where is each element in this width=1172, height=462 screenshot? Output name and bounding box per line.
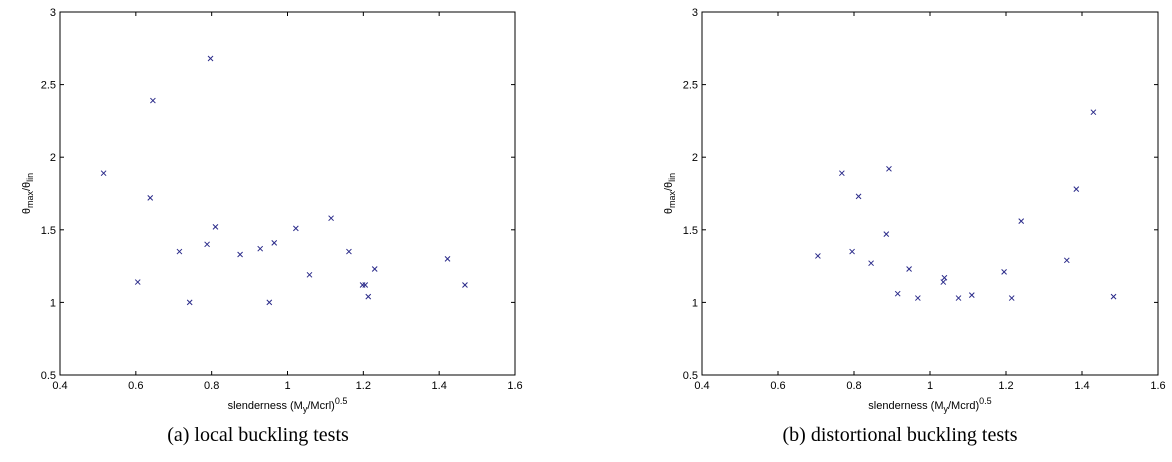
data-point	[186, 299, 193, 306]
data-point	[1090, 109, 1097, 116]
x-tick-label: 0.4	[52, 380, 67, 392]
data-point	[883, 231, 890, 238]
data-point	[362, 282, 369, 288]
x-tick-label: 1.6	[1150, 380, 1165, 392]
x-tick-label: 1.6	[507, 380, 522, 392]
y-tick-label: 2	[50, 152, 56, 164]
data-point	[815, 253, 821, 259]
data-point	[1073, 186, 1080, 192]
x-tick-label: 1.4	[432, 380, 447, 392]
data-point	[176, 248, 183, 255]
data-point	[371, 266, 378, 272]
data-point	[365, 293, 372, 300]
y-tick-label: 1.5	[683, 225, 698, 237]
x-tick-label: 0.6	[128, 380, 143, 392]
chart-distortional-buckling: 0.4 0.6 0.8 1 1.2 1.4 1.6 0.5 1 1.5 2 2.5 3 slenderne…	[663, 7, 1166, 446]
chart-caption: (a) local buckling tests	[167, 424, 349, 446]
data-point	[1008, 295, 1015, 301]
data-point	[1110, 293, 1117, 300]
data-point	[1001, 269, 1007, 275]
y-tick-label: 1.5	[41, 225, 56, 237]
y-tick-label: 2.5	[41, 80, 56, 92]
data-point	[955, 295, 962, 301]
y-tick-label: 2	[692, 152, 698, 164]
data-point	[444, 255, 451, 262]
data-point	[147, 195, 154, 201]
data-point	[914, 295, 921, 301]
data-point	[359, 282, 366, 288]
data-point	[968, 292, 975, 298]
data-point	[462, 282, 468, 288]
data-point	[886, 165, 892, 172]
y-tick-label: 0.5	[683, 370, 698, 382]
data-point	[237, 251, 243, 258]
x-tick-label: 1.4	[1074, 380, 1089, 392]
data-point	[134, 279, 141, 285]
x-tick-label: 1	[927, 380, 933, 392]
x-axis-label: slenderness (My/Mcrl)0.5	[228, 396, 348, 414]
x-axis-label: slenderness (My/Mcrd)0.5	[868, 396, 991, 414]
data-point	[849, 248, 855, 255]
data-point	[328, 215, 334, 222]
y-tick-label: 3	[50, 7, 56, 19]
data-point	[292, 225, 299, 232]
x-tick-label: 0.4	[694, 380, 709, 392]
data-point	[941, 274, 948, 281]
data-point	[894, 290, 901, 297]
chart-caption: (b) distortional buckling tests	[783, 424, 1018, 446]
x-tick-label: 0.8	[204, 380, 219, 392]
data-point	[204, 241, 210, 248]
plot-frame	[701, 11, 1159, 376]
y-tick-label: 3	[692, 7, 698, 19]
data-point	[257, 245, 264, 252]
data-point	[207, 55, 214, 62]
y-tick-label: 0.5	[41, 370, 56, 382]
data-point	[212, 224, 219, 230]
chart-local-buckling: 0.4 0.6 0.8 1 1.2 1.4 1.6 0.5 1 1.5 2 2.5 3 slenderne…	[21, 7, 523, 446]
data-point	[838, 170, 845, 177]
data-point	[906, 266, 912, 272]
data-point	[266, 299, 273, 306]
data-point	[855, 193, 862, 200]
x-tick-label: 0.8	[846, 380, 861, 392]
x-tick-label: 1.2	[998, 380, 1013, 392]
data-point	[346, 248, 352, 255]
x-tick-label: 1	[284, 380, 290, 392]
data-point	[271, 240, 278, 246]
data-point	[1018, 218, 1025, 224]
plot-frame	[59, 11, 516, 376]
x-tick-label: 0.6	[770, 380, 785, 392]
data-point	[100, 170, 107, 177]
y-axis-label: θmax/θlin	[21, 173, 35, 214]
data-point	[940, 279, 947, 285]
y-tick-label: 1	[50, 297, 56, 309]
y-axis-label: θmax/θlin	[663, 173, 677, 214]
y-tick-label: 1	[692, 297, 698, 309]
x-tick-label: 1.2	[356, 380, 371, 392]
y-tick-label: 2.5	[683, 80, 698, 92]
data-point	[306, 271, 313, 278]
data-point	[1063, 257, 1070, 264]
data-point	[868, 260, 874, 267]
data-point	[150, 97, 156, 104]
